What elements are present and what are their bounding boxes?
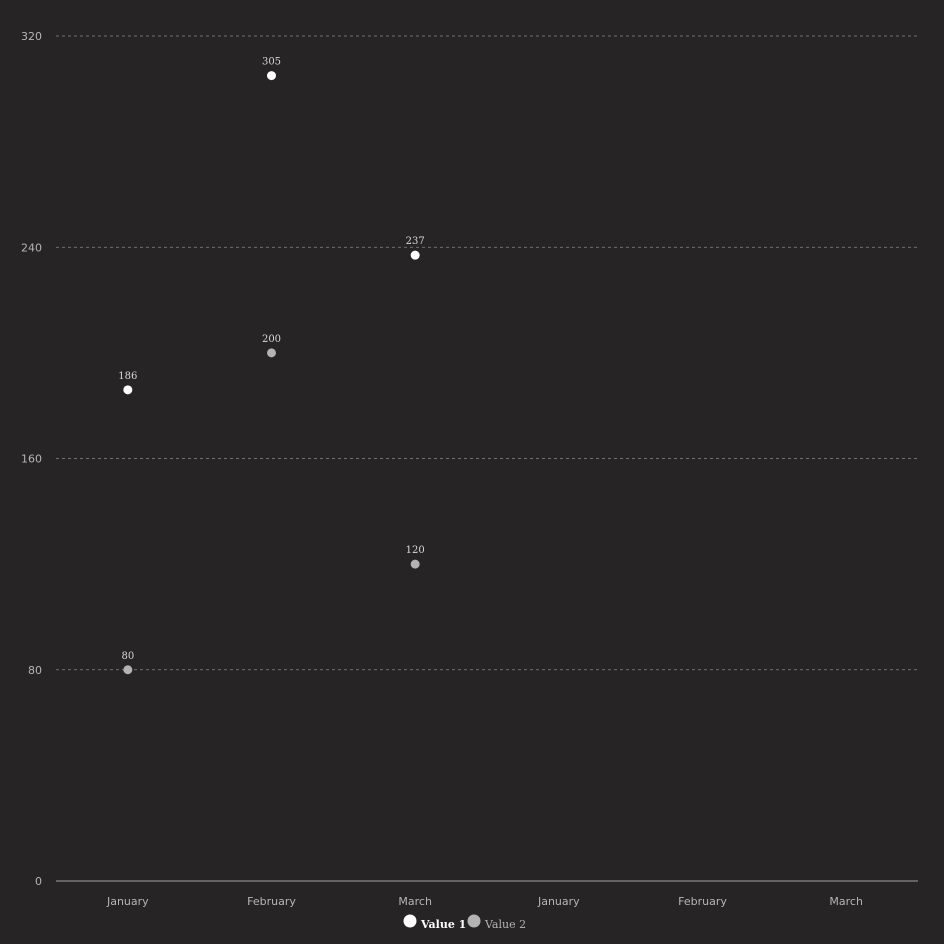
grid-layer — [56, 35, 918, 882]
data-label: 305 — [262, 57, 281, 68]
x-tick-label: March — [398, 895, 432, 908]
y-tick-label: 80 — [28, 664, 42, 677]
x-tick-label: February — [247, 895, 296, 908]
y-tick-label: 320 — [21, 30, 42, 43]
data-point — [123, 385, 133, 395]
data-label: 237 — [406, 236, 425, 247]
data-point — [410, 559, 420, 569]
legend-marker — [403, 914, 417, 928]
legend-label: Value 1 — [420, 918, 466, 931]
legend-item: Value 1 — [403, 914, 466, 931]
x-tick-label: March — [829, 895, 863, 908]
legend: Value 1 Value 2 — [403, 914, 526, 931]
data-point — [267, 71, 276, 81]
y-tick-label: 160 — [21, 453, 42, 466]
legend-marker — [467, 914, 481, 928]
legend-label: Value 2 — [484, 918, 526, 931]
data-label: 120 — [406, 545, 425, 556]
data-point — [123, 665, 133, 675]
legend-item: Value 2 — [467, 914, 526, 931]
data-label: 80 — [121, 651, 134, 662]
x-axis: January February March January February March — [106, 895, 863, 908]
data-label: 186 — [118, 371, 137, 382]
x-tick-label: February — [678, 895, 727, 908]
y-axis: 0 80 160 240 320 — [21, 30, 42, 888]
y-tick-label: 240 — [21, 241, 42, 254]
x-tick-label: January — [537, 895, 580, 908]
x-tick-label: January — [106, 895, 149, 908]
data-labels: 186 305 237 80 200 120 — [118, 57, 424, 662]
data-point — [410, 250, 420, 260]
data-points — [123, 71, 420, 675]
y-tick-label: 0 — [35, 875, 42, 888]
data-point — [267, 348, 276, 358]
data-label: 200 — [262, 334, 281, 345]
